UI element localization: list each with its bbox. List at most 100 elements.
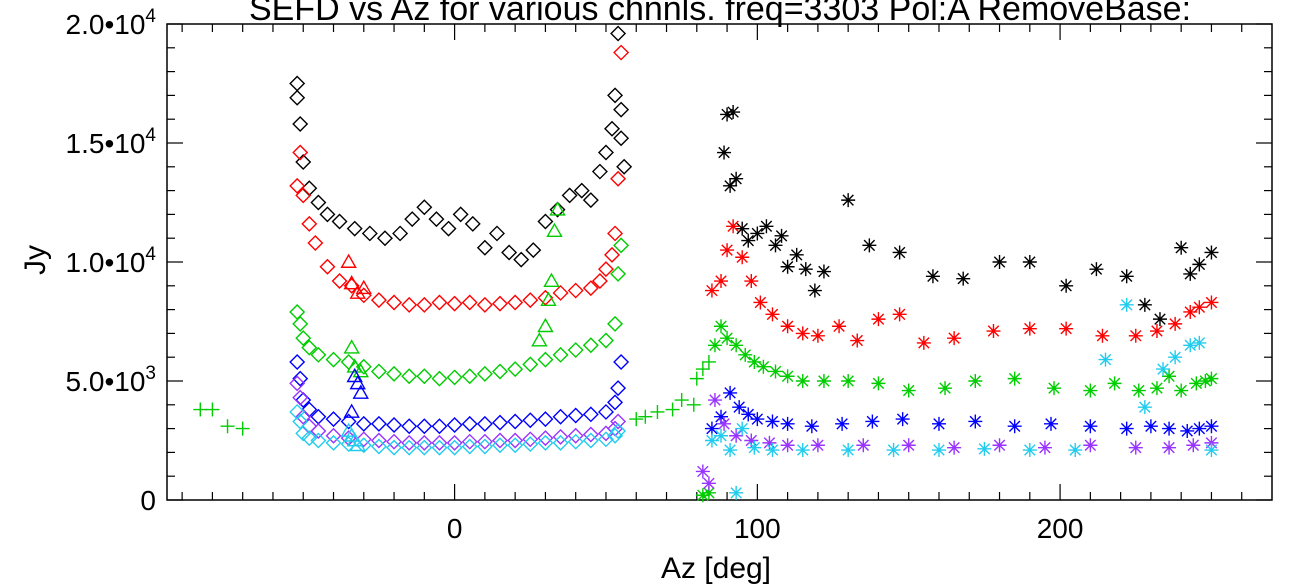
diamond-marker	[567, 407, 584, 424]
asterisk-marker	[707, 393, 722, 408]
asterisk-marker	[832, 319, 847, 334]
asterisk-marker	[816, 264, 831, 279]
asterisk-marker	[759, 219, 774, 234]
asterisk-marker	[1186, 438, 1201, 453]
diamond-marker	[552, 284, 569, 301]
asterisk-marker	[704, 433, 719, 448]
asterisk-marker	[717, 145, 732, 160]
asterisk-marker	[938, 381, 953, 396]
diamond-marker	[613, 353, 630, 370]
diamond-marker	[573, 182, 590, 199]
asterisk-marker	[1137, 297, 1152, 312]
x-tick-label: 100	[734, 513, 781, 544]
asterisk-marker	[714, 274, 729, 289]
diamond-marker	[289, 403, 306, 420]
diamond-marker	[370, 292, 387, 309]
diamond-marker	[607, 87, 624, 104]
asterisk-marker	[892, 245, 907, 260]
asterisk-marker	[707, 338, 722, 353]
diamond-marker	[461, 368, 478, 385]
asterisk-marker	[714, 428, 729, 443]
asterisk-marker	[1192, 300, 1207, 315]
asterisk-marker	[1059, 321, 1074, 336]
asterisk-marker	[726, 105, 741, 120]
diamond-marker	[440, 220, 457, 237]
asterisk-marker	[720, 331, 735, 346]
asterisk-marker	[741, 233, 756, 248]
diamond-marker	[295, 154, 312, 171]
diamond-marker	[325, 411, 342, 428]
diamond-marker	[416, 418, 433, 435]
asterisk-marker	[1089, 262, 1104, 277]
asterisk-marker	[795, 326, 810, 341]
asterisk-marker	[789, 247, 804, 262]
diamond-marker	[537, 351, 554, 368]
plus-marker	[629, 412, 644, 427]
diamond-marker	[476, 438, 493, 455]
diamond-marker	[567, 282, 584, 299]
asterisk-marker	[735, 221, 750, 236]
asterisk-marker	[1037, 440, 1052, 455]
asterisk-marker	[841, 443, 856, 458]
asterisk-marker	[1068, 443, 1083, 458]
asterisk-marker	[807, 283, 822, 298]
asterisk-marker	[780, 259, 795, 274]
asterisk-marker	[977, 441, 992, 456]
diamond-marker	[492, 363, 509, 380]
asterisk-marker	[835, 416, 850, 431]
asterisk-marker	[1007, 419, 1022, 434]
y-tick-label: 2.0•104	[66, 6, 157, 40]
asterisk-marker	[714, 409, 729, 424]
triangle-marker	[543, 272, 560, 287]
triangle-marker	[340, 253, 357, 268]
y-tick-labels: 0 5.0•103 1.0•104 1.5•104 2.0•104	[66, 6, 157, 516]
diamond-marker	[386, 433, 403, 450]
asterisk-marker	[1204, 371, 1219, 386]
asterisk-marker	[780, 319, 795, 334]
asterisk-marker	[1098, 352, 1113, 367]
asterisk-marker	[765, 443, 780, 458]
diamond-marker	[461, 415, 478, 432]
diamond-marker	[416, 199, 433, 216]
asterisk-marker	[747, 440, 762, 455]
asterisk-marker	[695, 464, 710, 479]
triangle-marker	[349, 436, 366, 452]
asterisk-marker	[717, 416, 732, 431]
diamond-marker	[355, 437, 372, 454]
triangle-marker	[546, 222, 563, 238]
diamond-marker	[401, 296, 418, 313]
y-tick-label: 1.0•104	[66, 244, 157, 278]
diamond-marker	[537, 411, 554, 428]
asterisk-marker	[723, 443, 738, 458]
asterisk-marker	[947, 440, 962, 455]
diamond-marker	[604, 120, 621, 137]
asterisk-marker	[1204, 419, 1219, 434]
asterisk-marker	[1022, 443, 1037, 458]
diamond-marker	[301, 339, 318, 356]
asterisk-marker	[1119, 421, 1134, 436]
asterisk-marker	[1162, 421, 1177, 436]
diamond-marker	[610, 265, 627, 282]
asterisk-marker	[741, 407, 756, 422]
diamond-marker	[610, 413, 627, 430]
diamond-marker	[582, 337, 599, 354]
diamond-marker	[292, 370, 309, 387]
asterisk-marker	[1128, 440, 1143, 455]
diamond-marker	[289, 75, 306, 92]
diamond-marker	[537, 430, 554, 447]
diamond-marker	[331, 273, 348, 290]
asterisk-marker	[1174, 383, 1189, 398]
diamond-marker	[488, 225, 505, 242]
asterisk-marker	[892, 307, 907, 322]
plus-marker	[193, 402, 208, 417]
asterisk-marker	[931, 443, 946, 458]
diamond-marker	[401, 439, 418, 456]
diamond-marker	[613, 101, 630, 118]
diamond-marker	[295, 408, 312, 425]
asterisk-marker	[1183, 304, 1198, 319]
asterisk-marker	[729, 485, 744, 500]
asterisk-marker	[1168, 350, 1183, 365]
triangle-marker	[549, 201, 566, 216]
diamond-marker	[607, 394, 624, 411]
asterisk-marker	[1131, 383, 1146, 398]
